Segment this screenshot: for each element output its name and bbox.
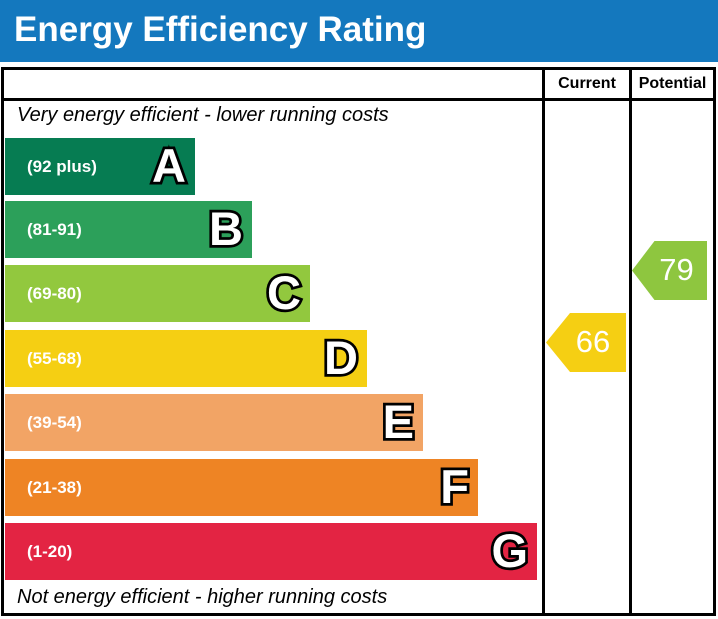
- band-G: (1-20) G G: [5, 521, 537, 580]
- band-range-label: (55-68): [27, 349, 82, 368]
- divider-chart-current: [542, 67, 545, 616]
- band-B: (81-91) B B: [5, 199, 252, 258]
- divider-current-potential: [629, 67, 632, 616]
- band-range-label: (81-91): [27, 220, 82, 239]
- band-range-label: (39-54): [27, 413, 82, 432]
- band-range-label: (21-38): [27, 478, 82, 497]
- band-range-label: (69-80): [27, 284, 82, 303]
- band-F: (21-38) F F: [5, 457, 478, 516]
- current-rating-value: 66: [575, 324, 611, 359]
- band-range-label: (1-20): [27, 542, 73, 561]
- band-D: (55-68) D D: [5, 328, 367, 387]
- potential-rating-value: 79: [659, 252, 694, 287]
- title-bar: Energy Efficiency Rating: [0, 0, 718, 62]
- column-header-potential: Potential: [638, 75, 707, 92]
- band-C: (69-80) C C: [5, 263, 310, 322]
- band-range-label: (92 plus): [27, 157, 97, 176]
- header-row-divider: [1, 98, 716, 101]
- note-very-efficient: Very energy efficient - lower running co…: [17, 104, 389, 126]
- note-not-efficient: Not energy efficient - higher running co…: [17, 586, 388, 608]
- band-A: (92 plus) A A: [5, 136, 195, 195]
- page-title: Energy Efficiency Rating: [14, 10, 427, 49]
- column-header-current: Current: [558, 75, 616, 92]
- band-E: (39-54) E E: [5, 392, 423, 451]
